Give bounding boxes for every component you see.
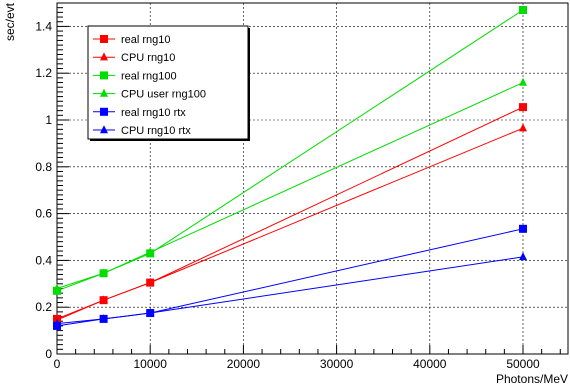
x-tick-label: 50000 xyxy=(506,357,540,371)
data-point xyxy=(519,224,527,233)
series-line xyxy=(56,256,524,325)
legend-marker xyxy=(100,88,108,97)
legend: real rng10 CPU rng10 real rng100 CPU user r… xyxy=(87,25,250,141)
x-tick-label: 0 xyxy=(54,357,61,371)
series-1 xyxy=(53,123,527,324)
data-point xyxy=(146,277,155,286)
legend-marker xyxy=(100,71,108,80)
x-tick-label: 20000 xyxy=(227,357,261,371)
legend-entry: CPU rng10 rtx xyxy=(93,125,191,137)
y-tick-label: 0 xyxy=(45,347,52,361)
y-tick-label: 0.6 xyxy=(35,207,52,221)
x-axis-title: Photons/MeV xyxy=(496,372,568,386)
legend-label: CPU rng10 xyxy=(121,52,175,64)
y-axis-title: sec/evt xyxy=(3,2,17,41)
x-tick-label: 10000 xyxy=(134,357,168,371)
y-tick-label: 0.8 xyxy=(35,160,52,174)
series-5 xyxy=(53,252,527,327)
legend-entry: real rng10 xyxy=(93,34,171,46)
series-line xyxy=(56,9,524,292)
data-point xyxy=(146,247,155,256)
data-point xyxy=(519,252,527,261)
data-point xyxy=(519,103,527,112)
legend-marker xyxy=(100,107,108,116)
x-tick-label: 40000 xyxy=(413,357,447,371)
legend-label: CPU user rng100 xyxy=(121,89,206,101)
legend-label: real rng100 xyxy=(121,70,177,82)
legend-entry: CPU user rng100 xyxy=(93,89,206,101)
legend-entry: CPU rng10 xyxy=(93,52,175,64)
data-point xyxy=(146,308,155,317)
data-point xyxy=(53,318,61,327)
x-tick-label: 30000 xyxy=(320,357,354,371)
y-tick-label: 1 xyxy=(45,113,52,127)
plot-frame xyxy=(56,2,569,355)
series-line xyxy=(56,228,524,327)
legend-entry: real rng10 rtx xyxy=(93,107,186,119)
data-point xyxy=(99,295,108,304)
data-point xyxy=(519,6,527,15)
y-tick-label: 1.4 xyxy=(35,19,52,33)
data-point xyxy=(99,314,108,323)
legend-label: real rng10 xyxy=(121,34,171,46)
y-tick-label: 1.2 xyxy=(35,66,52,80)
y-tick-label: 0.4 xyxy=(35,253,52,267)
series-line xyxy=(56,82,524,289)
data-point xyxy=(99,268,108,277)
data-point xyxy=(53,283,61,292)
series-3 xyxy=(53,77,527,292)
legend-label: CPU rng10 rtx xyxy=(121,125,191,137)
series-4 xyxy=(53,224,527,330)
legend-marker xyxy=(100,125,108,134)
legend-marker xyxy=(100,52,108,61)
legend-label: real rng10 rtx xyxy=(121,107,186,119)
legend-entry: real rng100 xyxy=(93,70,177,82)
legend-marker xyxy=(100,35,108,43)
legend-box xyxy=(87,25,249,140)
data-point xyxy=(519,123,527,132)
data-point xyxy=(519,77,527,86)
series-line xyxy=(56,127,524,321)
y-tick-label: 0.2 xyxy=(35,300,52,314)
axis-ticks: 0 10000 20000 30000 40000 50000 0 0.2 0.4 0.6 0.8 1… xyxy=(35,2,561,371)
series-layer xyxy=(53,6,527,330)
